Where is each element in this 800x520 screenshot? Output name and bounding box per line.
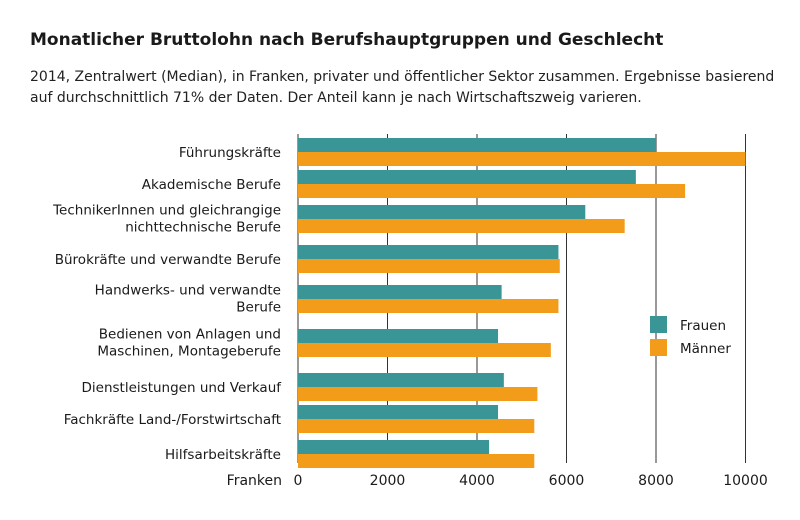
bar-maenner-1 xyxy=(298,184,686,198)
bar-frauen-6 xyxy=(298,373,504,387)
category-label: Fachkräfte Land-/Forstwirtschaft xyxy=(64,412,281,428)
bar-frauen-3 xyxy=(298,245,559,259)
category-label: nichttechnische Berufe xyxy=(125,220,281,236)
tick-label-2000: 2000 xyxy=(370,473,406,489)
category-label: Bedienen von Anlagen und xyxy=(99,327,281,343)
legend: Frauen Männer xyxy=(650,316,731,357)
x-axis-ticks: 0 2000 4000 6000 8000 10000 xyxy=(294,473,768,489)
bar-frauen-0 xyxy=(298,138,656,152)
tick-label-10000: 10000 xyxy=(723,473,768,489)
bar-frauen-7 xyxy=(298,405,499,419)
category-label: Berufe xyxy=(236,300,281,316)
category-label: Bürokräfte und verwandte Berufe xyxy=(55,252,281,268)
tick-label-6000: 6000 xyxy=(549,473,585,489)
bar-maenner-8 xyxy=(298,454,535,468)
bars xyxy=(298,138,746,468)
category-label: Maschinen, Montageberufe xyxy=(97,344,281,360)
bar-maenner-4 xyxy=(298,299,559,313)
bar-frauen-5 xyxy=(298,329,499,343)
bar-frauen-2 xyxy=(298,205,586,219)
category-label: Handwerks- und verwandte xyxy=(95,283,281,299)
category-label: TechnikerInnen und gleichrangige xyxy=(52,203,281,219)
category-label: Akademische Berufe xyxy=(142,177,281,193)
bar-maenner-0 xyxy=(298,152,746,166)
bar-frauen-8 xyxy=(298,440,490,454)
legend-label-frauen: Frauen xyxy=(680,318,726,334)
tick-label-8000: 8000 xyxy=(638,473,674,489)
category-label: Hilfsarbeitskräfte xyxy=(165,447,281,463)
bar-maenner-6 xyxy=(298,387,538,401)
bar-maenner-2 xyxy=(298,219,625,233)
category-label: Führungskräfte xyxy=(179,145,281,161)
chart-subtitle: 2014, Zentralwert (Median), in Franken, … xyxy=(30,69,775,106)
bar-frauen-4 xyxy=(298,285,502,299)
category-labels: Führungskräfte Akademische Berufe Technike… xyxy=(52,145,282,463)
bar-frauen-1 xyxy=(298,170,636,184)
category-label: Dienstleistungen und Verkauf xyxy=(82,380,283,396)
x-axis-label: Franken xyxy=(227,473,282,489)
legend-swatch-maenner xyxy=(650,339,667,356)
bar-maenner-3 xyxy=(298,259,560,273)
tick-label-0: 0 xyxy=(294,473,303,489)
legend-label-maenner: Männer xyxy=(680,341,731,357)
tick-label-4000: 4000 xyxy=(459,473,495,489)
legend-swatch-frauen xyxy=(650,316,667,333)
bar-maenner-7 xyxy=(298,419,535,433)
chart-title: Monatlicher Bruttolohn nach Berufshauptg… xyxy=(30,30,664,50)
bar-maenner-5 xyxy=(298,343,551,357)
